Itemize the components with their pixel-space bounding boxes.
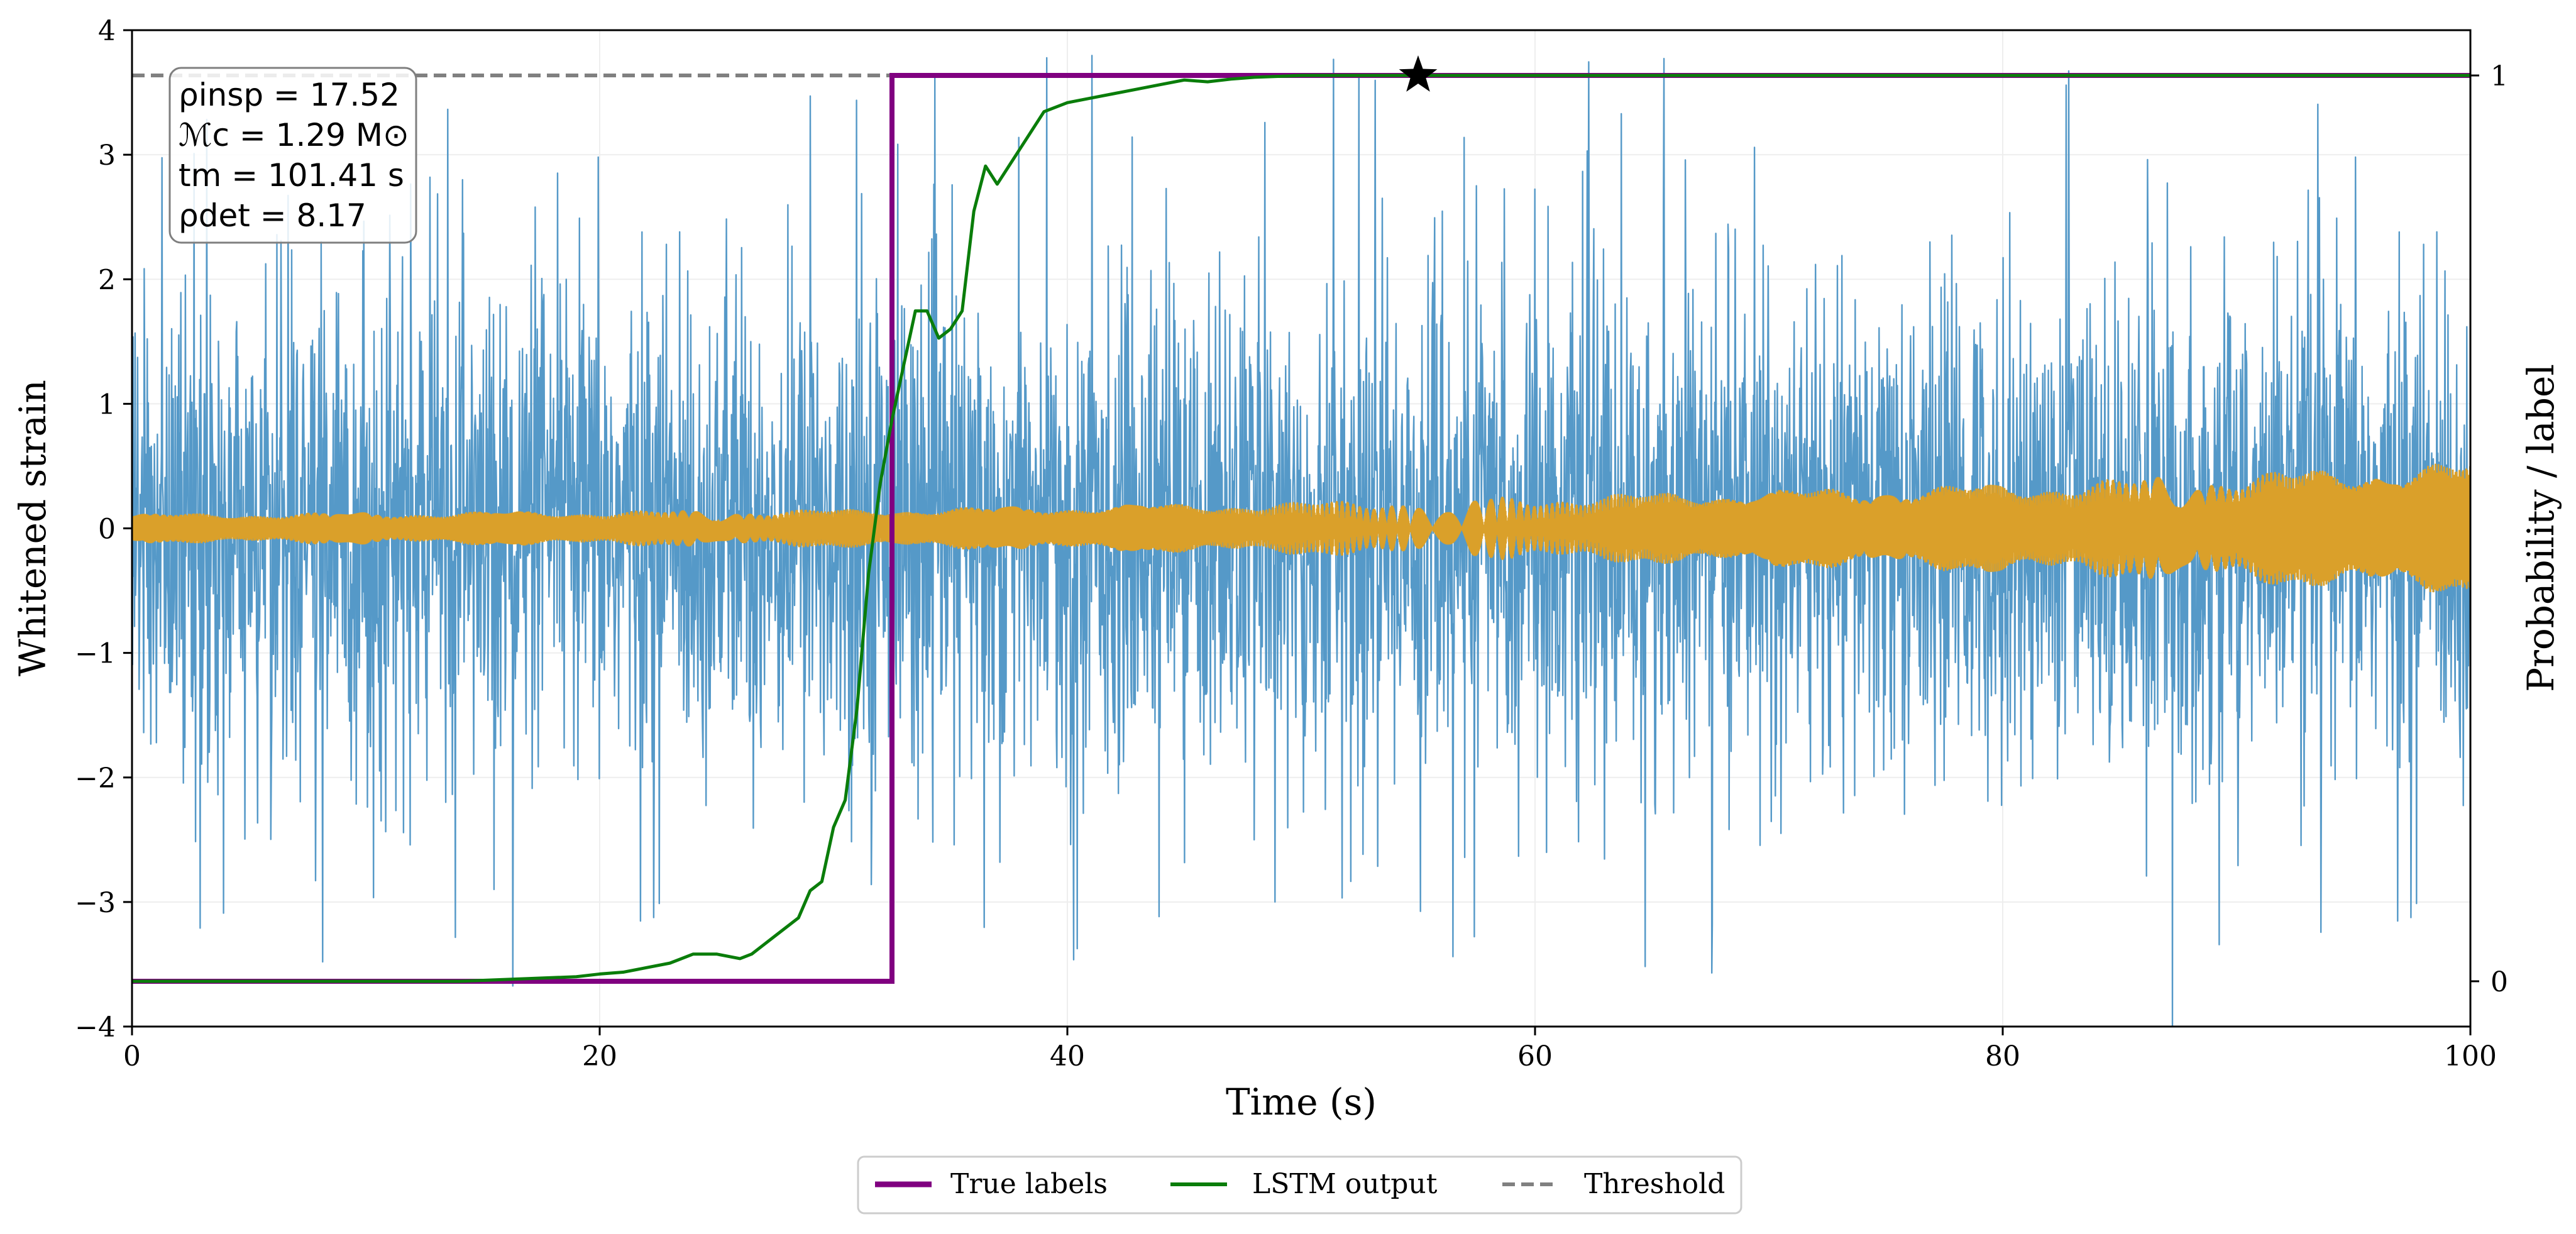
annotation-merger-time: tm = 101.41 s <box>179 157 404 194</box>
x-tick-label: 40 <box>1050 1040 1085 1072</box>
y-tick-label: 4 <box>98 15 116 47</box>
y-axis-label-right: Probability / label <box>2519 364 2562 692</box>
y-tick-label: −4 <box>75 1011 116 1044</box>
legend-label-true-labels: True labels <box>950 1168 1108 1200</box>
y-right-tick-label: 1 <box>2491 60 2508 92</box>
legend-label-lstm: LSTM output <box>1252 1168 1438 1200</box>
annotation-chirp-mass: ℳc = 1.29 M⊙ <box>179 117 409 153</box>
annotation-rho-det: ρdet = 8.17 <box>179 197 366 234</box>
legend: True labels LSTM output Threshold <box>857 1155 1742 1215</box>
y-tick-label: 2 <box>98 264 116 296</box>
x-tick-label: 100 <box>2444 1040 2497 1072</box>
detection-star-marker <box>1399 55 1438 92</box>
data-layer <box>132 55 2470 1027</box>
annotation-frame <box>168 67 417 244</box>
y-tick-label: 3 <box>98 140 116 172</box>
legend-label-threshold: Threshold <box>1584 1168 1725 1200</box>
x-axis-label: Time (s) <box>1226 1081 1377 1123</box>
x-tick-label: 60 <box>1517 1040 1553 1072</box>
annotation-box: ρinsp = 17.52 ℳc = 1.29 M⊙ tm = 101.41 s… <box>168 67 417 244</box>
x-tick-label: 0 <box>123 1040 141 1072</box>
y-tick-label: −3 <box>75 887 116 919</box>
y-tick-label: 0 <box>98 514 116 546</box>
annotation-rho-insp: ρinsp = 17.52 <box>179 77 400 113</box>
y-tick-label: 1 <box>98 388 116 421</box>
x-tick-label: 80 <box>1985 1040 2020 1072</box>
y-tick-label: −2 <box>75 763 116 795</box>
y-axis-label: Whitened strain <box>11 380 54 676</box>
legend-frame <box>857 1155 1742 1215</box>
y-right-tick-label: 0 <box>2491 966 2508 998</box>
signal-strain-line <box>132 463 2470 593</box>
x-tick-label: 20 <box>582 1040 617 1072</box>
lstm-output-line <box>132 74 2470 983</box>
y-tick-label: −1 <box>75 638 116 670</box>
